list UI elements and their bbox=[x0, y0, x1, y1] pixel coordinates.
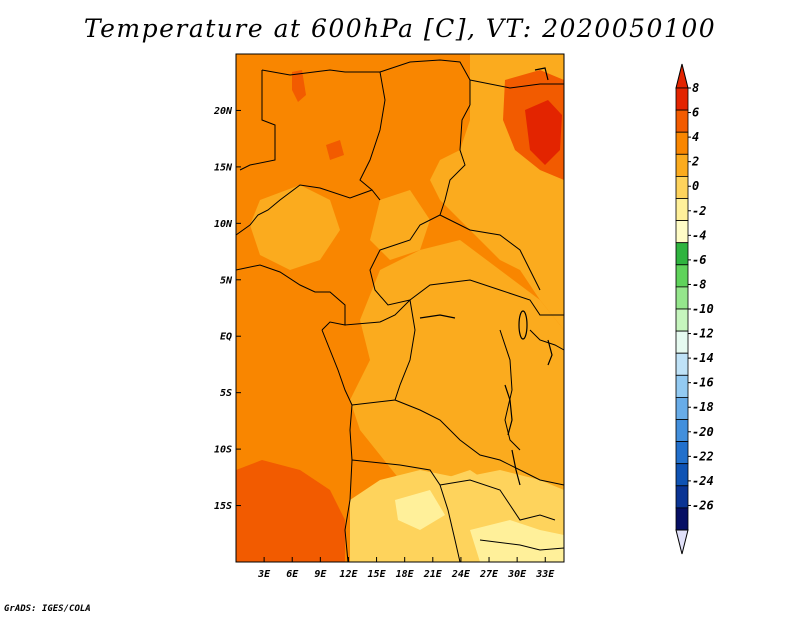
colorbar: 8 6 4 2 0 -2 -4 -6 -8 -10 -12 -14 -16 -18 -20 -22 -24 -26 bbox=[675, 63, 714, 555]
field-0-to-2-north bbox=[370, 190, 430, 260]
lon-tick-label: 18E bbox=[396, 569, 415, 580]
colorbar-swatch bbox=[675, 109, 689, 133]
field-minus4-to-minus2 bbox=[470, 520, 564, 562]
temperature-field bbox=[236, 54, 564, 562]
country-borders bbox=[235, 59, 565, 563]
colorbar-label: -10 bbox=[692, 302, 714, 316]
colorbar-label: -20 bbox=[692, 425, 714, 439]
colorbar-label: -16 bbox=[692, 376, 714, 390]
colorbar-swatch bbox=[675, 507, 689, 531]
field-4-to-6-small2 bbox=[326, 140, 344, 160]
colorbar-swatch bbox=[675, 419, 689, 443]
field-4-to-6-small1 bbox=[292, 70, 306, 102]
colorbar-label: -18 bbox=[692, 400, 714, 414]
lon-tick-label: 27E bbox=[479, 569, 499, 580]
colorbar-swatch bbox=[675, 308, 689, 332]
colorbar-bottom-arrow bbox=[675, 529, 689, 555]
lat-tick-label: 15S bbox=[214, 501, 232, 512]
colorbar-swatch bbox=[675, 463, 689, 487]
grads-credit: GrADS: IGES/COLA bbox=[4, 604, 91, 614]
colorbar-label: 0 bbox=[692, 179, 699, 193]
colorbar-label: -14 bbox=[692, 351, 714, 365]
colorbar-swatch bbox=[675, 352, 689, 376]
lat-tick-label: EQ bbox=[220, 332, 232, 343]
chart-title: Temperature at 600hPa [C], VT: 202005010… bbox=[83, 14, 717, 43]
colorbar-label: 6 bbox=[692, 106, 699, 120]
lat-tick-label: 15N bbox=[214, 162, 233, 173]
colorbar-swatch bbox=[675, 264, 689, 288]
colorbar-label: 4 bbox=[692, 130, 699, 144]
colorbar-swatch bbox=[675, 485, 689, 509]
field-minus4-to-minus2-b bbox=[395, 490, 445, 530]
lon-tick-label: 3E bbox=[257, 569, 271, 580]
colorbar-swatch bbox=[675, 441, 689, 465]
colorbar-swatch bbox=[675, 131, 689, 155]
lon-tick-label: 33E bbox=[535, 569, 555, 580]
colorbar-label: -6 bbox=[692, 253, 706, 267]
lon-tick-label: 30E bbox=[507, 569, 527, 580]
longitude-axis: 3E 6E 9E 12E 15E 18E 21E 24E 27E 30E 33E bbox=[257, 557, 555, 580]
colorbar-swatch bbox=[675, 374, 689, 398]
colorbar-top-arrow bbox=[675, 63, 689, 89]
field-4-to-6-southwest bbox=[236, 460, 345, 562]
colorbar-swatch bbox=[675, 396, 689, 420]
colorbar-swatch bbox=[675, 220, 689, 244]
lon-tick-label: 21E bbox=[423, 569, 443, 580]
colorbar-label: -22 bbox=[692, 449, 714, 463]
lat-tick-label: 20N bbox=[213, 106, 233, 117]
colorbar-label: -4 bbox=[692, 228, 706, 242]
lon-tick-label: 9E bbox=[314, 569, 327, 580]
colorbar-swatch bbox=[675, 87, 689, 111]
colorbar-label: 2 bbox=[691, 155, 699, 169]
field-6-to-8-northeast bbox=[525, 100, 562, 165]
colorbar-label: -12 bbox=[692, 327, 714, 341]
lon-tick-label: 6E bbox=[286, 569, 299, 580]
colorbar-label: -24 bbox=[692, 474, 714, 488]
colorbar-label: -26 bbox=[692, 498, 714, 512]
lat-tick-label: 10S bbox=[214, 445, 232, 456]
lat-tick-label: 5S bbox=[220, 388, 232, 399]
colorbar-label: 8 bbox=[692, 81, 699, 95]
colorbar-label: -8 bbox=[692, 277, 706, 291]
colorbar-swatch bbox=[675, 175, 689, 199]
colorbar-swatch bbox=[675, 198, 689, 222]
latitude-axis: 20N 15N 10N 5N EQ 5S 10S 15S bbox=[213, 106, 241, 512]
lon-tick-label: 12E bbox=[339, 569, 358, 580]
map-frame bbox=[235, 53, 565, 563]
lat-tick-label: 5N bbox=[220, 275, 233, 286]
colorbar-swatch bbox=[675, 286, 689, 310]
field-minus2-to-0-sahel bbox=[440, 470, 500, 525]
colorbar-swatch bbox=[675, 242, 689, 266]
lakes bbox=[419, 67, 553, 486]
colorbar-swatch bbox=[675, 153, 689, 177]
lon-tick-label: 24E bbox=[451, 569, 471, 580]
colorbar-label: -2 bbox=[692, 204, 706, 218]
lon-tick-label: 15E bbox=[368, 569, 387, 580]
lat-tick-label: 10N bbox=[214, 219, 233, 230]
colorbar-swatch bbox=[675, 330, 689, 354]
